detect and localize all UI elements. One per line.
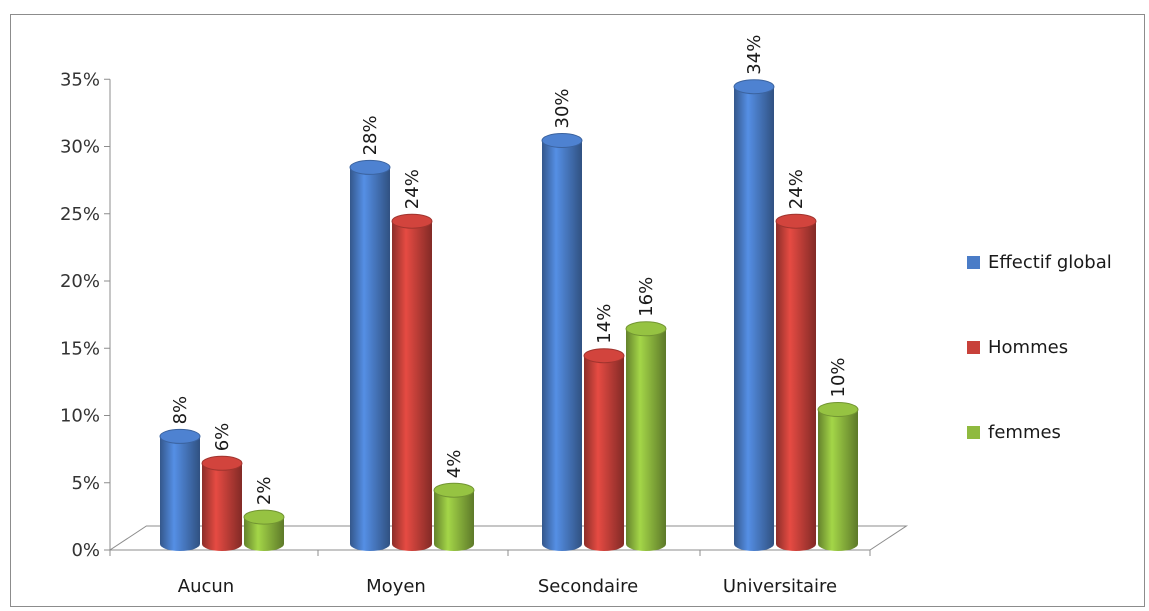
data-label: 14% xyxy=(594,304,615,344)
bar-body xyxy=(392,221,432,551)
data-label: 30% xyxy=(552,88,573,128)
data-label: 34% xyxy=(744,35,765,75)
legend-label: femmes xyxy=(988,422,1061,443)
chart-floor xyxy=(108,525,909,551)
bar-top xyxy=(541,133,583,148)
bar-effectif-global xyxy=(159,428,201,551)
data-label: 8% xyxy=(170,396,191,425)
bar-body xyxy=(244,517,284,551)
bar-body xyxy=(350,167,390,551)
data-label: 24% xyxy=(402,169,423,209)
y-tick-label: 5% xyxy=(71,473,100,494)
bar-top xyxy=(391,213,433,229)
bar-hommes xyxy=(583,348,625,551)
bar-top xyxy=(433,482,475,498)
bar-top xyxy=(243,509,285,525)
chart-legend: Effectif global Hommes femmes xyxy=(967,252,1112,443)
bar-effectif-global xyxy=(349,159,391,551)
data-label: 24% xyxy=(786,169,807,209)
legend-swatch xyxy=(967,341,980,354)
bar-body xyxy=(818,409,858,551)
data-label: 4% xyxy=(444,450,465,479)
bar-femmes xyxy=(433,482,475,551)
data-label: 28% xyxy=(360,115,381,155)
legend-label: Effectif global xyxy=(988,252,1112,273)
legend-swatch xyxy=(967,256,980,269)
bar-hommes xyxy=(201,455,243,551)
x-tick-label: Moyen xyxy=(366,576,426,597)
x-tick-label: Secondaire xyxy=(538,576,638,597)
legend-swatch xyxy=(967,426,980,439)
bar-top xyxy=(775,213,817,229)
data-label: 16% xyxy=(636,277,657,317)
y-tick-label: 35% xyxy=(60,69,100,90)
y-tick-label: 30% xyxy=(60,137,100,158)
y-tick-label: 10% xyxy=(60,406,100,427)
bar-top xyxy=(733,79,775,95)
bar-body xyxy=(542,140,582,551)
chart-axes: 0% 5% 10% 15% 20% 25% 30% 35% Aucun Moyen Secondai… xyxy=(60,69,909,597)
y-tick-label: 0% xyxy=(71,540,100,561)
bar-body xyxy=(434,490,474,551)
y-tick-label: 15% xyxy=(60,338,100,359)
bar-body xyxy=(160,436,200,551)
bar-femmes xyxy=(625,321,667,551)
data-label: 6% xyxy=(212,423,233,452)
chart-data-labels: 8% 6% 2% 28% 24% 4% 30% 14% 16% 34% 24% 10% xyxy=(170,35,849,505)
data-label: 10% xyxy=(828,357,849,397)
bar-body xyxy=(776,221,816,551)
bar-hommes xyxy=(775,213,817,551)
bar-femmes xyxy=(817,402,859,551)
bar-top xyxy=(817,402,859,417)
chart-bars xyxy=(159,79,859,551)
bar-femmes xyxy=(243,509,285,551)
bar-top xyxy=(583,348,625,364)
y-tick-label: 20% xyxy=(60,271,100,292)
data-label: 2% xyxy=(254,477,275,506)
bar-top xyxy=(625,321,667,337)
bar-body xyxy=(202,463,242,551)
bar-hommes xyxy=(391,213,433,551)
bar-top xyxy=(159,428,201,444)
bar-top xyxy=(201,455,243,471)
x-tick-label: Aucun xyxy=(178,576,234,597)
bar-body xyxy=(584,355,624,551)
y-tick-label: 25% xyxy=(60,204,100,225)
bar-effectif-global xyxy=(541,133,583,551)
bar-top xyxy=(349,159,391,175)
bar-body xyxy=(734,86,774,551)
bar-effectif-global xyxy=(733,79,775,551)
x-tick-label: Universitaire xyxy=(723,576,837,597)
bar-body xyxy=(626,328,666,551)
legend-label: Hommes xyxy=(988,337,1068,358)
